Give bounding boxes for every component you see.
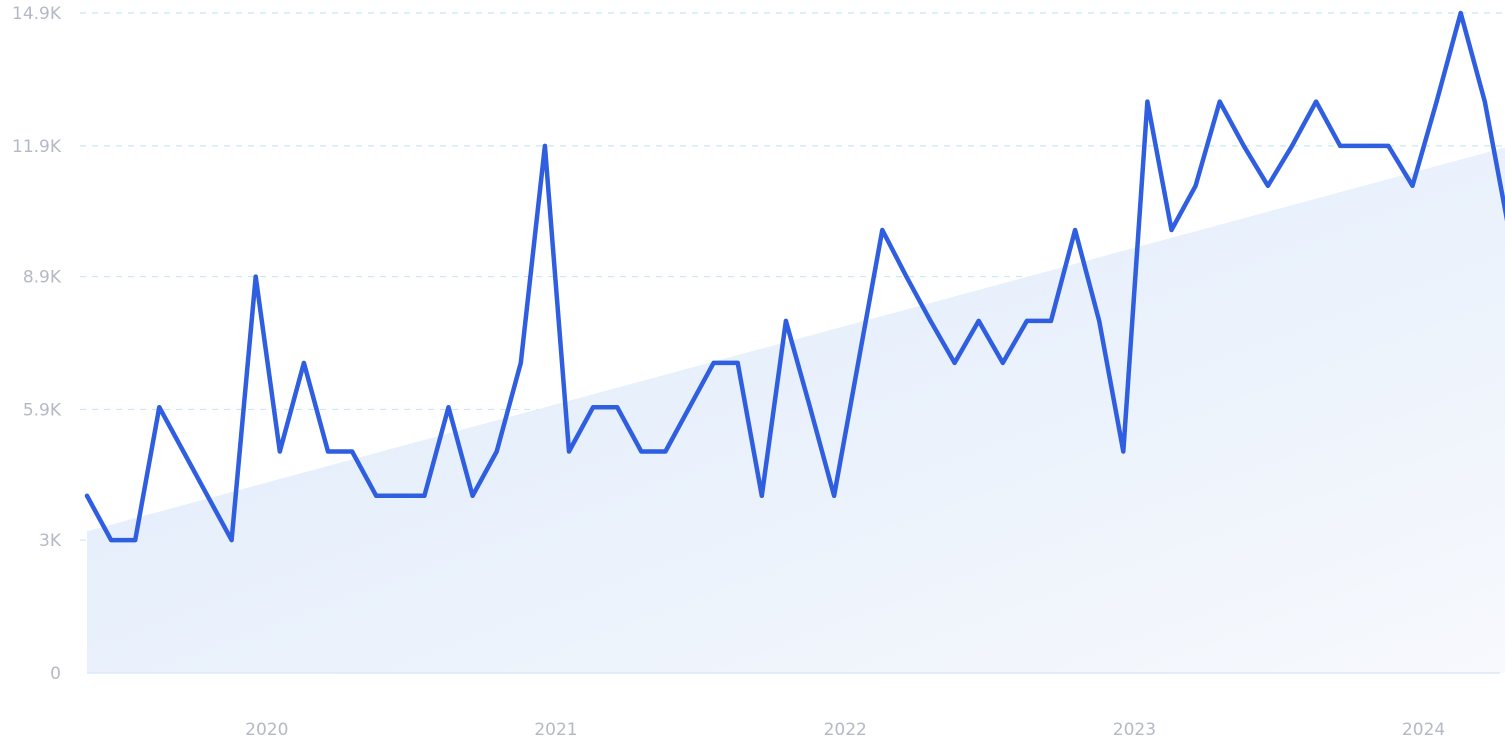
data-point [326, 449, 330, 454]
data-point [1241, 143, 1246, 148]
data-point [1482, 99, 1487, 104]
data-point [446, 405, 451, 410]
data-point [494, 449, 499, 454]
x-tick-label: 2022 [824, 720, 867, 740]
x-tick-label: 2023 [1113, 720, 1156, 740]
data-point [518, 360, 523, 365]
data-point [398, 493, 403, 498]
data-point [1386, 143, 1391, 148]
data-point [1314, 99, 1319, 104]
data-point [663, 449, 668, 454]
data-point [277, 449, 282, 454]
data-point [1121, 449, 1126, 454]
data-point [735, 360, 740, 365]
data-point [1145, 99, 1150, 104]
y-tick-label: 5.9K [23, 400, 62, 420]
data-point [639, 449, 644, 454]
data-point [1049, 318, 1053, 323]
data-point [1265, 183, 1270, 188]
x-tick-label: 2021 [534, 720, 577, 740]
y-tick-label: 11.9K [12, 137, 62, 157]
data-point [1073, 228, 1078, 233]
data-point [1362, 143, 1367, 148]
data-point [1434, 99, 1439, 104]
series-line [84, 10, 1505, 543]
data-point [856, 360, 861, 365]
data-point [1097, 318, 1102, 323]
data-point [85, 493, 89, 498]
data-point [1000, 360, 1005, 365]
data-point [1169, 228, 1174, 233]
data-point [904, 274, 909, 279]
data-point [229, 538, 234, 543]
data-point [253, 274, 258, 279]
data-point [928, 318, 933, 323]
data-point [205, 493, 210, 498]
y-tick-label: 0 [50, 664, 61, 684]
x-axis-ticks: 2020 2021 2022 2023 2024 [245, 720, 1445, 740]
data-point [542, 143, 547, 148]
data-point [157, 405, 162, 410]
data-point [1217, 99, 1222, 104]
y-tick-label: 14.9K [12, 4, 62, 24]
data-point [181, 449, 186, 454]
data-point [1458, 11, 1463, 15]
data-point [1290, 143, 1294, 148]
x-tick-label: 2020 [245, 720, 288, 740]
data-point [880, 228, 885, 233]
data-point [1193, 183, 1198, 188]
data-point [109, 538, 114, 543]
data-point [133, 538, 138, 543]
data-point [591, 405, 596, 410]
data-point [952, 360, 957, 365]
data-point [470, 493, 475, 498]
y-tick-label: 8.9K [23, 268, 62, 288]
trend-area [87, 147, 1505, 673]
data-point [808, 405, 812, 410]
data-point [350, 449, 355, 454]
data-points [85, 11, 1487, 543]
data-point [567, 449, 571, 454]
data-point [374, 493, 379, 498]
data-point [711, 360, 716, 365]
data-point [976, 318, 981, 323]
data-point [759, 493, 764, 498]
data-point [301, 360, 306, 365]
y-tick-label: 3K [39, 531, 62, 551]
data-point [615, 405, 620, 410]
data-point [832, 493, 837, 498]
data-point [1024, 318, 1029, 323]
data-point [1338, 143, 1343, 148]
data-point [422, 493, 427, 498]
data-point [783, 318, 788, 323]
x-tick-label: 2024 [1402, 720, 1445, 740]
data-point [1410, 183, 1415, 188]
y-axis-ticks: 0 3K 5.9K 8.9K 11.9K 14.9K [12, 4, 62, 684]
data-point [687, 405, 692, 410]
